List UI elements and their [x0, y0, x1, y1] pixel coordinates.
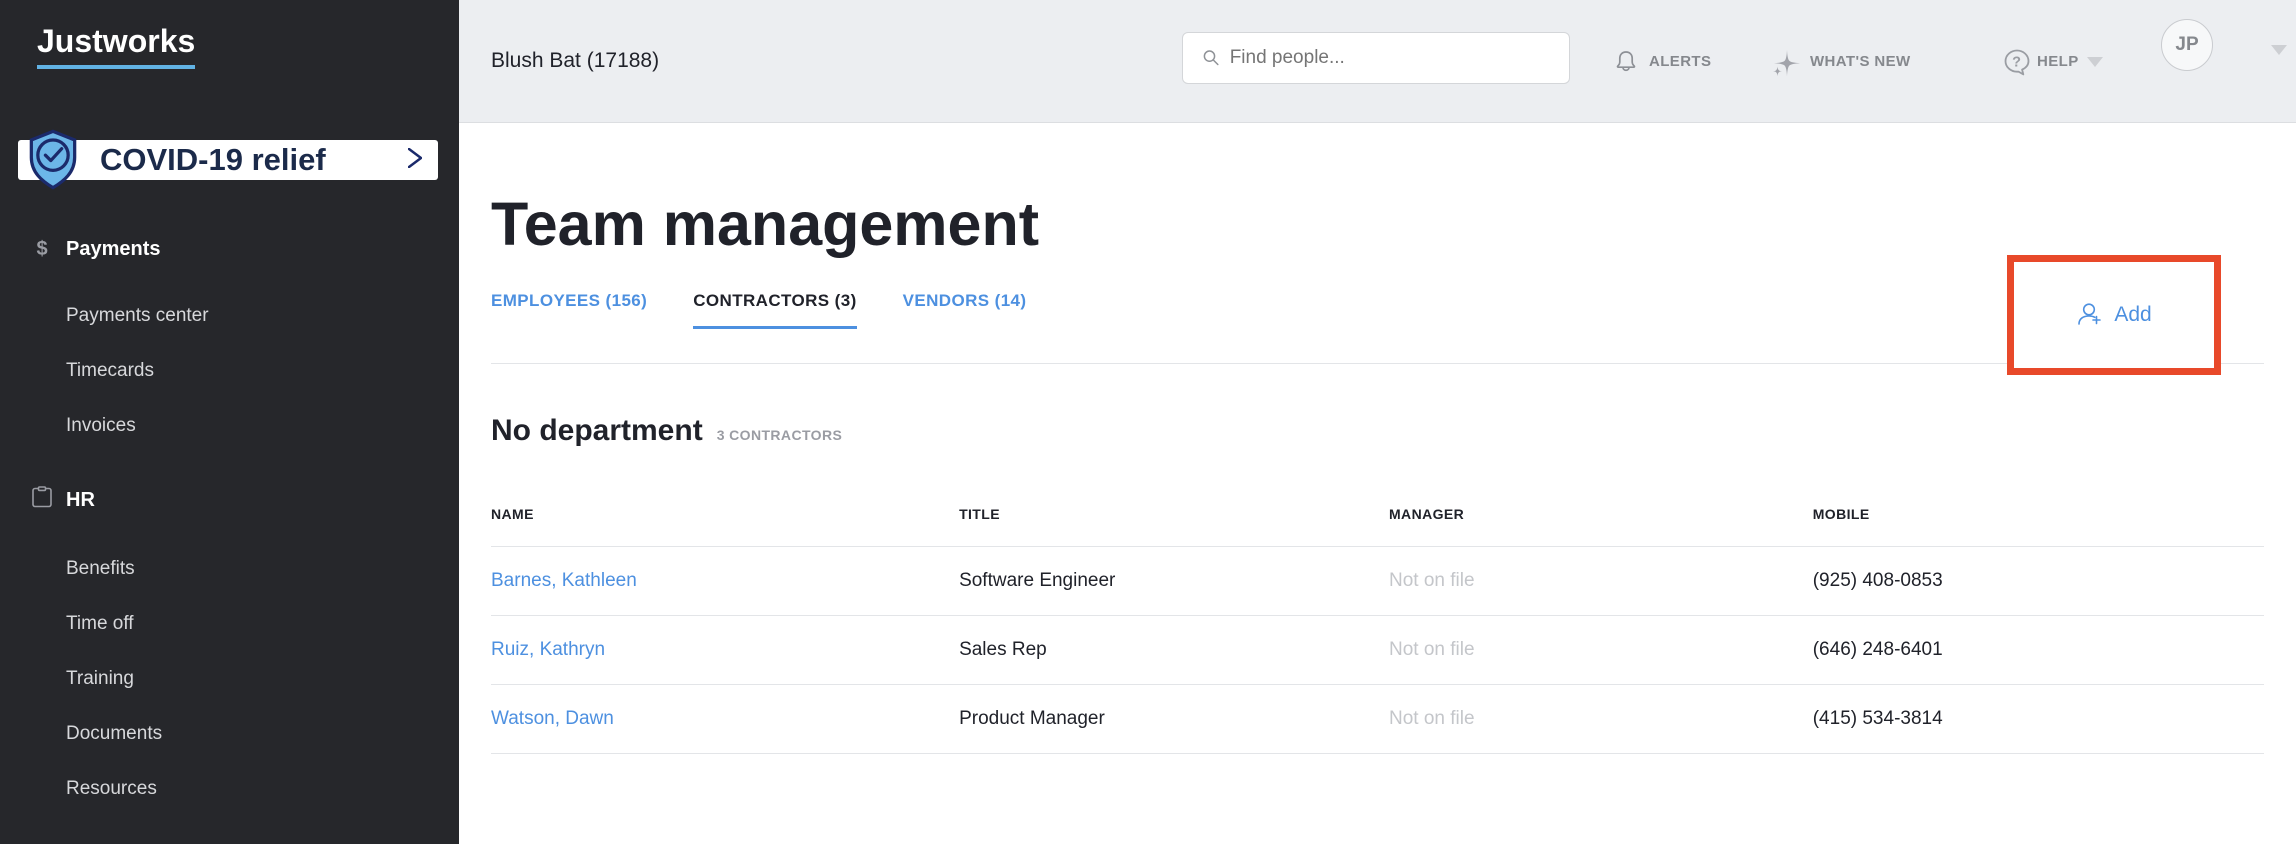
svg-text:?: ?	[2012, 54, 2021, 70]
